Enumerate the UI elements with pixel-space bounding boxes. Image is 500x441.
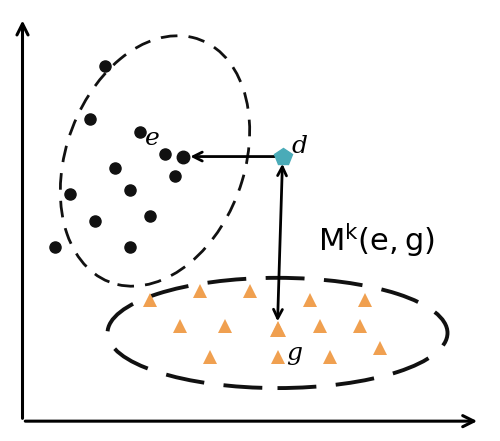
Text: e: e bbox=[145, 127, 160, 150]
Text: d: d bbox=[292, 135, 308, 158]
Text: g: g bbox=[286, 342, 302, 365]
Text: $\mathregular{M^k(e,g)}$: $\mathregular{M^k(e,g)}$ bbox=[318, 221, 434, 259]
